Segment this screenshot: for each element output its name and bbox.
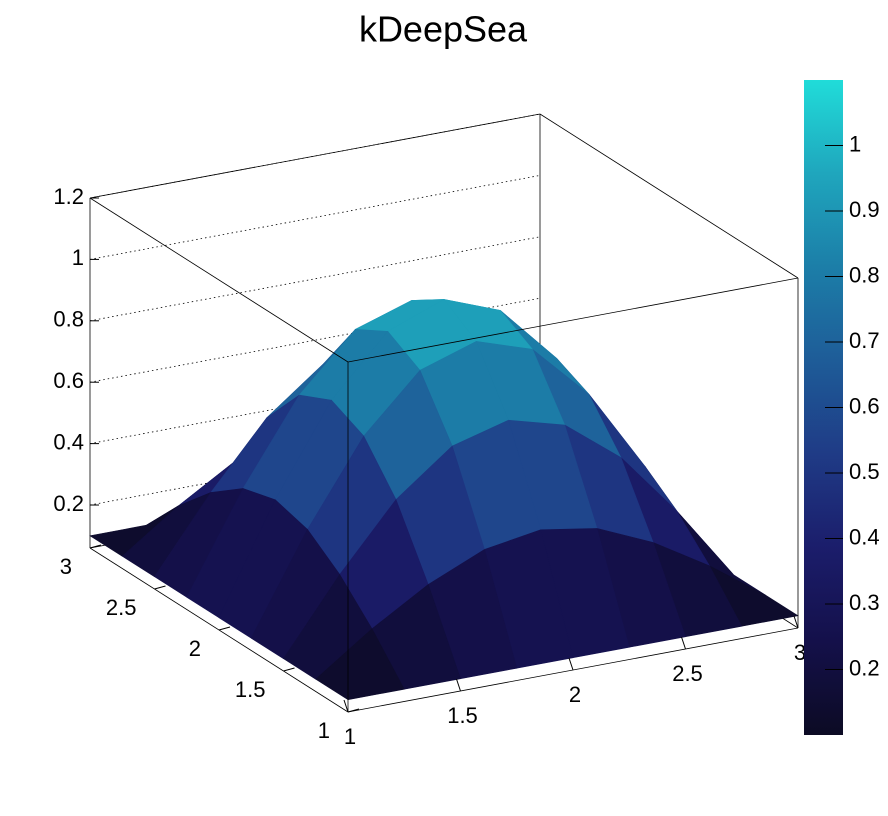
x-tick-label: 2 xyxy=(569,682,581,707)
y-tick-label: 1 xyxy=(318,718,330,743)
box-edge xyxy=(539,113,799,279)
color-bar-tick-label: 0.9 xyxy=(849,197,880,222)
x-tick xyxy=(793,615,799,629)
y-tick-label: 2 xyxy=(189,636,201,661)
box-edge xyxy=(89,197,349,363)
x-tick-label: 1.5 xyxy=(447,703,478,728)
z-tick-label: 0.8 xyxy=(53,307,84,332)
x-tick xyxy=(568,657,574,671)
color-bar-tick-label: 0.7 xyxy=(849,328,880,353)
x-tick xyxy=(456,678,461,692)
z-tick-label: 0.4 xyxy=(53,429,84,454)
y-tick xyxy=(89,544,102,549)
x-tick xyxy=(343,699,349,713)
z-tick-label: 1 xyxy=(72,245,84,270)
color-bar-tick-label: 0.4 xyxy=(849,524,880,549)
z-tick-label: 1.2 xyxy=(53,184,84,209)
z-tick-label: 0.6 xyxy=(53,368,84,393)
x-tick-label: 2.5 xyxy=(672,661,703,686)
z-tick-label: 0.2 xyxy=(53,491,84,516)
y-tick xyxy=(283,667,295,672)
y-tick-label: 3 xyxy=(60,554,72,579)
color-bar-tick-label: 1 xyxy=(849,131,861,156)
x-tick-label: 3 xyxy=(794,640,806,665)
y-tick-label: 2.5 xyxy=(106,595,137,620)
box-edge xyxy=(347,277,799,363)
color-bar-tick-label: 0.6 xyxy=(849,393,880,418)
surface-cell xyxy=(315,628,405,701)
x-tick-label: 1 xyxy=(344,724,356,749)
y-tick xyxy=(347,708,360,713)
color-bar-tick-label: 0.2 xyxy=(849,655,880,680)
y-tick xyxy=(218,626,231,631)
box-edge xyxy=(89,113,541,199)
y-tick xyxy=(154,585,166,590)
color-bar-tick-label: 0.8 xyxy=(849,262,880,287)
color-bar-tick-label: 0.3 xyxy=(849,590,880,615)
color-bar-tick-label: 0.5 xyxy=(849,459,880,484)
grid-line xyxy=(89,175,541,260)
chart-title: kDeepSea xyxy=(359,9,528,50)
x-tick xyxy=(681,636,686,650)
y-tick-label: 1.5 xyxy=(235,677,266,702)
